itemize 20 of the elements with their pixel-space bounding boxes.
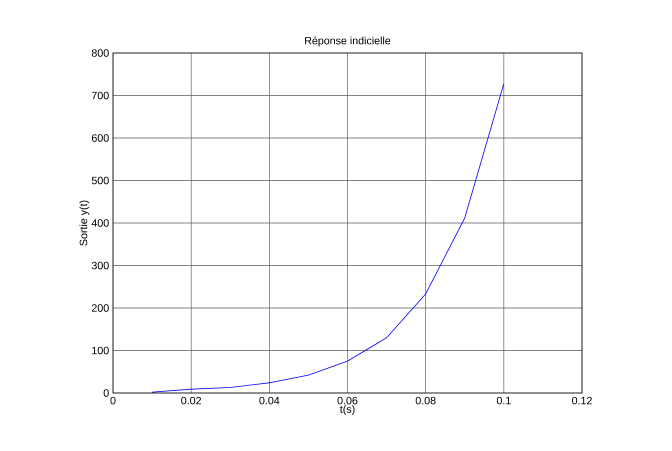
y-tick-label: 400 xyxy=(92,219,109,227)
x-tick-label: 0.1 xyxy=(496,396,511,404)
y-tick-label: 600 xyxy=(92,134,109,142)
y-tick-label: 200 xyxy=(92,304,109,312)
x-axis-title: t(s) xyxy=(340,405,355,416)
x-tick-label: 0.08 xyxy=(416,396,436,404)
y-tick-label: 800 xyxy=(92,49,109,57)
y-tick-label: 300 xyxy=(92,262,109,270)
line-series xyxy=(152,83,504,393)
chart-title: Réponse indicielle xyxy=(305,36,390,47)
y-tick-label: 500 xyxy=(92,176,109,184)
y-axis-title: Sortie y(t) xyxy=(79,200,90,246)
x-tick-label: 0.04 xyxy=(259,396,280,404)
y-tick-label: 700 xyxy=(92,92,109,100)
y-tick-label: 100 xyxy=(92,346,109,354)
x-tick-label: 0.02 xyxy=(181,396,202,404)
x-tick-label: 0 xyxy=(110,396,116,404)
x-tick-label: 0.12 xyxy=(572,396,592,404)
y-tick-label: 0 xyxy=(104,389,109,397)
x-tick-label: 0.06 xyxy=(338,396,358,404)
